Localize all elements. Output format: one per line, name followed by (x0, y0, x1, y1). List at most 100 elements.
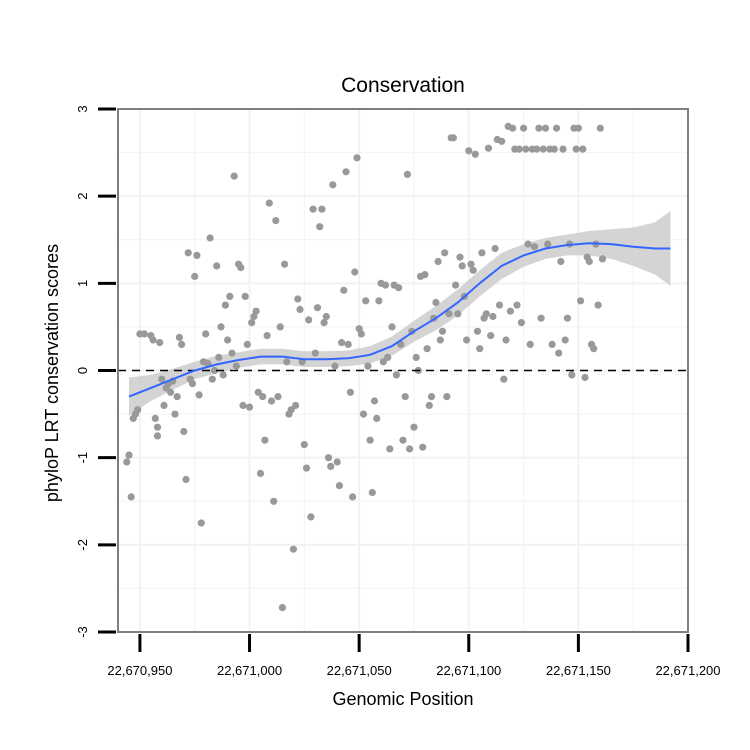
data-point (248, 319, 256, 327)
points-layer (123, 122, 607, 612)
data-point (412, 353, 420, 361)
data-point (596, 124, 604, 132)
data-point (333, 458, 341, 466)
data-point (149, 336, 157, 344)
data-point (259, 393, 267, 401)
data-point (495, 301, 504, 309)
data-point (520, 124, 528, 132)
data-point (272, 217, 280, 225)
data-point (392, 371, 400, 379)
data-point (219, 371, 227, 379)
data-point (204, 359, 212, 368)
data-point (552, 124, 561, 132)
data-point (458, 262, 466, 270)
data-point (213, 262, 221, 270)
data-point (419, 443, 427, 451)
data-point (357, 330, 365, 338)
data-point (449, 134, 457, 142)
data-point (338, 339, 346, 347)
data-point (123, 458, 131, 466)
data-point (574, 124, 583, 132)
data-point (300, 441, 308, 449)
data-point (555, 349, 563, 357)
data-point (313, 304, 322, 312)
data-point (173, 393, 181, 401)
data-point (522, 145, 530, 153)
data-point (381, 281, 390, 289)
data-point (294, 295, 302, 303)
data-point (399, 436, 407, 444)
data-point (434, 257, 442, 266)
data-point (423, 345, 431, 353)
data-point (331, 362, 339, 370)
x-axis-label: Genomic Position (332, 689, 473, 709)
data-point (463, 336, 471, 344)
data-point (202, 330, 210, 338)
data-point (224, 336, 232, 344)
data-point (508, 124, 517, 132)
y-tick-label: -3 (75, 626, 90, 638)
data-point (305, 316, 313, 324)
data-point (502, 336, 510, 344)
data-point (465, 147, 473, 155)
data-point (517, 319, 526, 327)
data-point (171, 410, 179, 418)
data-point (296, 305, 304, 314)
x-tick-label: 22,671,100 (436, 663, 501, 678)
ribbon-layer (129, 211, 671, 416)
data-point (452, 281, 460, 289)
data-point (397, 340, 405, 348)
data-point (590, 345, 598, 353)
data-point (484, 144, 493, 152)
data-point (160, 401, 168, 409)
data-point (228, 349, 236, 357)
data-point (140, 330, 148, 338)
data-point (395, 284, 403, 292)
data-point (175, 333, 183, 341)
data-point (368, 488, 376, 497)
plot-border (117, 108, 689, 633)
data-point (425, 401, 433, 409)
data-point (498, 137, 506, 145)
data-point (208, 375, 216, 383)
data-point (487, 332, 495, 340)
data-point (346, 388, 354, 396)
y-tick-label: -1 (75, 452, 90, 464)
data-point (436, 336, 444, 344)
data-point (241, 292, 249, 300)
data-point (386, 445, 394, 453)
data-point (370, 397, 379, 405)
data-point (594, 301, 602, 309)
data-point (362, 297, 370, 305)
line-layer (118, 242, 688, 398)
data-point (270, 497, 278, 505)
data-point (585, 257, 593, 266)
data-point (359, 410, 368, 418)
data-point (156, 339, 164, 347)
y-tick-label: 2 (75, 193, 90, 200)
data-point (206, 234, 214, 242)
data-point (544, 240, 552, 248)
data-point (217, 323, 225, 331)
data-point (252, 307, 260, 315)
data-point (406, 445, 414, 453)
data-point (316, 223, 324, 231)
confidence-ribbon (129, 211, 671, 416)
data-point (579, 145, 587, 153)
data-point (307, 513, 315, 521)
data-point (335, 482, 343, 490)
data-point (226, 292, 234, 300)
data-point (421, 271, 429, 279)
axes-layer: -3 -2 -1 0 1 2 3 22,670,950 22,671,000 22,671,050… (75, 105, 721, 678)
data-point (197, 519, 205, 527)
data-point (182, 475, 190, 484)
data-point (215, 353, 223, 361)
data-point (283, 358, 291, 366)
data-point (513, 301, 521, 309)
y-tick-label: 1 (75, 280, 90, 287)
data-point (500, 375, 508, 383)
data-point (278, 604, 286, 612)
data-point (454, 310, 462, 318)
data-point (245, 403, 254, 411)
data-point (153, 423, 162, 431)
